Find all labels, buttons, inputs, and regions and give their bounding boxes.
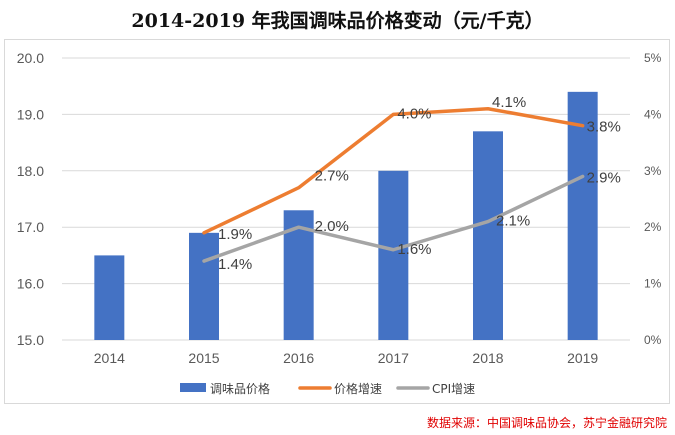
data-label: 2.0% <box>315 218 349 235</box>
data-label: 1.9% <box>218 226 252 243</box>
data-label: 3.8% <box>587 119 621 136</box>
x-tick-label: 2017 <box>378 350 409 366</box>
y-right-tick-label: 0% <box>644 333 662 347</box>
y-right-tick-label: 5% <box>644 51 662 65</box>
y-left-tick-label: 19.0 <box>17 106 44 122</box>
data-source-note: 数据来源：中国调味品协会，苏宁金融研究院 <box>426 416 667 430</box>
y-right-tick-label: 4% <box>644 107 662 121</box>
y-left-tick-label: 18.0 <box>17 163 44 179</box>
data-label: 4.1% <box>492 94 526 111</box>
x-tick-label: 2014 <box>94 350 125 366</box>
chart-title: 2014-2019 年我国调味品价格变动（元/千克） <box>131 10 544 32</box>
bar <box>94 255 125 340</box>
y-left-tick-label: 15.0 <box>17 332 44 348</box>
x-tick-label: 2019 <box>567 350 598 366</box>
data-label: 4.0% <box>397 105 431 122</box>
y-left-tick-label: 17.0 <box>17 219 44 235</box>
legend-label: CPI增速 <box>432 382 475 396</box>
y-right-tick-label: 2% <box>644 220 662 234</box>
data-label: 2.9% <box>587 169 621 186</box>
bar <box>473 131 503 340</box>
data-label: 2.7% <box>315 168 349 185</box>
y-left-tick-label: 20.0 <box>17 50 44 66</box>
y-left-tick-label: 16.0 <box>17 276 44 292</box>
y-right-tick-label: 1% <box>644 277 662 291</box>
data-label: 1.4% <box>218 256 252 273</box>
legend-label: 价格增速 <box>334 381 382 396</box>
bar <box>567 91 598 340</box>
x-tick-label: 2016 <box>283 350 314 366</box>
series-line <box>202 107 585 235</box>
data-label: 2.1% <box>496 213 530 230</box>
x-tick-label: 2018 <box>472 350 503 366</box>
x-tick-label: 2015 <box>188 350 219 366</box>
data-label: 1.6% <box>397 241 431 258</box>
series-line <box>202 174 585 263</box>
legend-label: 调味品价格 <box>210 381 270 396</box>
y-right-tick-label: 3% <box>644 164 662 178</box>
bar <box>189 232 219 340</box>
chart-frame <box>4 39 670 404</box>
legend-swatch <box>180 383 206 392</box>
bar <box>378 170 409 340</box>
